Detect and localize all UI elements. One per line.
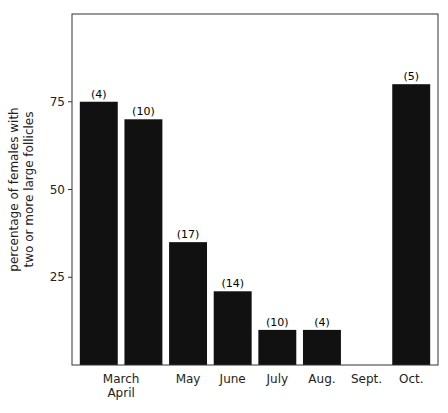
y-tick bbox=[68, 277, 72, 278]
x-tick-label: Sept. bbox=[351, 372, 382, 386]
bar-annotation: (14) bbox=[221, 277, 244, 290]
y-tick-label: 75 bbox=[50, 95, 65, 109]
bar bbox=[169, 242, 207, 365]
bar-annotation: (5) bbox=[403, 70, 419, 83]
y-tick-label: 50 bbox=[50, 183, 65, 197]
bar-annotation: (17) bbox=[177, 228, 200, 241]
bar bbox=[214, 291, 252, 365]
x-tick-label: Oct. bbox=[399, 372, 424, 386]
bar bbox=[80, 102, 118, 365]
bar-annotation: (10) bbox=[132, 105, 155, 118]
x-tick-label: May bbox=[176, 372, 201, 386]
y-tick bbox=[68, 101, 72, 102]
x-tick-label: Aug. bbox=[308, 372, 335, 386]
bar bbox=[303, 330, 341, 365]
bar bbox=[124, 119, 162, 365]
plot-frame bbox=[72, 14, 438, 365]
x-tick-label: June bbox=[219, 372, 246, 386]
chart: 25 50 75 MarchApril May June July Aug. Sept. Oct.… bbox=[0, 0, 448, 413]
y-tick bbox=[68, 189, 72, 190]
y-axis-label: percentage of females withtwo or more la… bbox=[7, 107, 36, 271]
bar-annotation: (4) bbox=[91, 88, 107, 101]
bar bbox=[258, 330, 296, 365]
x-tick-label: July bbox=[266, 372, 289, 386]
x-tick-label: MarchApril bbox=[103, 372, 140, 400]
bar-annotation: (4) bbox=[314, 316, 330, 329]
bar-annotation: (10) bbox=[266, 316, 289, 329]
bar bbox=[392, 84, 430, 365]
y-tick-label: 25 bbox=[50, 270, 65, 284]
bars bbox=[80, 84, 430, 365]
